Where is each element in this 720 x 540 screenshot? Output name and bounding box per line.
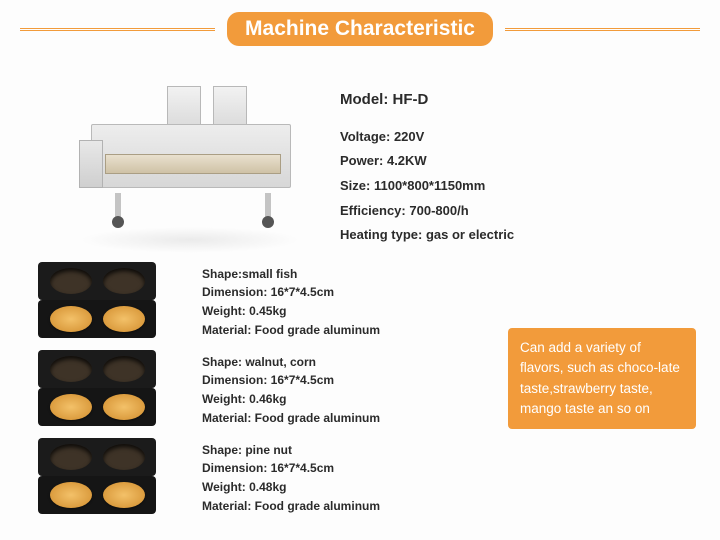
flavor-callout: Can add a variety of flavors, such as ch… [508, 328, 696, 429]
spec-row: Voltage: 220V [340, 125, 680, 150]
spec-label: Power: [340, 153, 383, 168]
spec-value: gas or electric [426, 227, 514, 242]
mold-specs: Shape: pine nut Dimension: 16*7*4.5cm We… [202, 441, 380, 515]
mold-shape: Shape: pine nut [202, 441, 380, 460]
header-line-right [505, 27, 700, 31]
spec-label: Efficiency: [340, 203, 406, 218]
spec-value: 220V [394, 129, 424, 144]
main-top: Model: HF-D Voltage: 220V Power: 4.2KW S… [0, 54, 720, 254]
spec-row: Efficiency: 700-800/h [340, 199, 680, 224]
header-title: Machine Characteristic [227, 12, 493, 46]
machine-specs: Model: HF-D Voltage: 220V Power: 4.2KW S… [340, 60, 680, 248]
mold-shape: Shape:small fish [202, 265, 380, 284]
header-line-left [20, 27, 215, 31]
spec-row: Size: 1100*800*1150mm [340, 174, 680, 199]
machine-image [60, 60, 320, 225]
mold-dimension: Dimension: 16*7*4.5cm [202, 459, 380, 478]
mold-image-fish [16, 260, 174, 344]
mold-row: Shape: pine nut Dimension: 16*7*4.5cm We… [12, 436, 680, 520]
mold-image-walnut [16, 348, 174, 432]
mold-specs: Shape:small fish Dimension: 16*7*4.5cm W… [202, 265, 380, 339]
mold-image-pinenut [16, 436, 174, 520]
spec-value: 4.2KW [387, 153, 427, 168]
header: Machine Characteristic [0, 0, 720, 54]
mold-shape: Shape: walnut, corn [202, 353, 380, 372]
spec-row: Heating type: gas or electric [340, 223, 680, 248]
spec-row: Power: 4.2KW [340, 149, 680, 174]
mold-dimension: Dimension: 16*7*4.5cm [202, 371, 380, 390]
mold-weight: Weight: 0.46kg [202, 390, 380, 409]
spec-value: 700-800/h [409, 203, 468, 218]
mold-material: Material: Food grade aluminum [202, 409, 380, 428]
spec-model-value: HF-D [393, 91, 429, 108]
mold-weight: Weight: 0.48kg [202, 478, 380, 497]
mold-material: Material: Food grade aluminum [202, 321, 380, 340]
mold-dimension: Dimension: 16*7*4.5cm [202, 283, 380, 302]
mold-material: Material: Food grade aluminum [202, 497, 380, 516]
spec-label: Heating type: [340, 227, 422, 242]
spec-model-label: Model: [340, 91, 388, 108]
mold-specs: Shape: walnut, corn Dimension: 16*7*4.5c… [202, 353, 380, 427]
spec-model: Model: HF-D [340, 86, 680, 115]
mold-weight: Weight: 0.45kg [202, 302, 380, 321]
spec-value: 1100*800*1150mm [374, 178, 485, 193]
spec-label: Size: [340, 178, 370, 193]
spec-label: Voltage: [340, 129, 390, 144]
